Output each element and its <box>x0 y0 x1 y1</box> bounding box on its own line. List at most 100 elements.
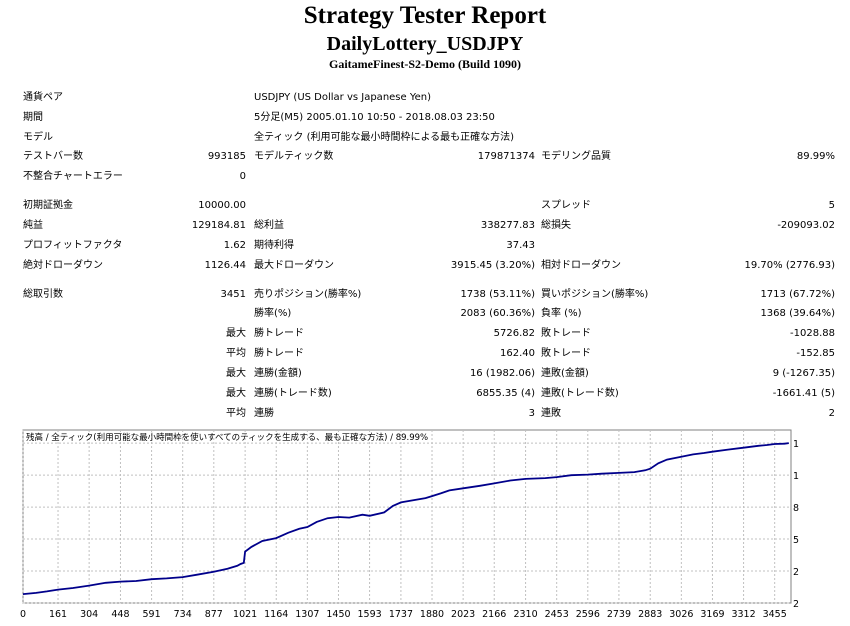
y-tick-label: 137887 <box>793 439 799 450</box>
relative-drawdown-value: 19.70% (2776.93) <box>744 260 835 271</box>
absolute-drawdown-value: 1126.44 <box>204 260 246 271</box>
deposit-value: 10000.00 <box>198 200 246 211</box>
max-drawdown-label: 最大ドローダウン <box>254 260 334 271</box>
x-tick-label: 3169 <box>700 609 724 620</box>
gross-profit-value: 338277.83 <box>480 220 535 231</box>
x-tick-label: 0 <box>20 609 26 620</box>
model-value: 全ティック (利用可能な最小時間枠による最も正確な方法) <box>254 132 515 143</box>
avg-prefix: 平均 <box>226 348 246 359</box>
model-label: モデル <box>23 132 53 143</box>
short-positions-label: 売りポジション(勝率%) <box>254 289 362 300</box>
y-tick-label: 83720 <box>793 503 799 514</box>
absolute-drawdown-label: 絶対ドローダウン <box>23 260 103 271</box>
avg-consecutive-losses-value: 2 <box>828 408 835 419</box>
consecutive-wins-amount-label: 連勝(金額) <box>254 368 302 379</box>
symbol-label: 通貨ペア <box>23 92 63 103</box>
consecutive-losses-amount-label: 連敗(金額) <box>541 368 589 379</box>
x-tick-label: 2739 <box>607 609 631 620</box>
x-tick-label: 1450 <box>326 609 350 620</box>
chart-title: 残高 / 全ティック(利用可能な最小時間枠を使いすべてのティックを生成する、最も… <box>26 432 428 443</box>
y-tick-label: 110804 <box>793 471 799 482</box>
long-positions-label: 買いポジション(勝率%) <box>541 289 649 300</box>
x-tick-label: 2023 <box>451 609 475 620</box>
profit-factor-value: 1.62 <box>223 240 246 251</box>
max-prefix: 最大 <box>226 388 246 399</box>
y-tick-label: 29554 <box>793 567 799 578</box>
max-prefix: 最大 <box>226 368 246 379</box>
loss-rate-label: 負率 (%) <box>541 308 582 319</box>
x-tick-label: 1593 <box>357 609 381 620</box>
net-profit-value: 129184.81 <box>191 220 246 231</box>
y-tick-label: 2471 <box>793 599 799 610</box>
consecutive-loss-count-label: 連敗(トレード数) <box>541 388 619 399</box>
x-tick-label: 1164 <box>264 609 288 620</box>
gross-loss-value: -209093.02 <box>777 220 835 231</box>
avg-consecutive-losses-label: 連敗 <box>541 408 561 419</box>
expected-payoff-label: 期待利得 <box>254 240 294 251</box>
max-drawdown-value: 3915.45 (3.20%) <box>450 260 535 271</box>
win-rate-value: 2083 (60.36%) <box>460 308 535 319</box>
largest-loss-label: 敗トレード <box>541 328 591 339</box>
loss-rate-value: 1368 (39.64%) <box>760 308 835 319</box>
x-tick-label: 448 <box>111 609 129 620</box>
mismatch-label: 不整合チャートエラー <box>23 171 123 182</box>
x-tick-label: 3455 <box>763 609 787 620</box>
consecutive-wins-amount-value: 16 (1982.06) <box>469 368 535 379</box>
x-tick-label: 2596 <box>576 609 600 620</box>
bars-label: テストバー数 <box>23 151 83 162</box>
quality-value: 89.99% <box>796 151 835 162</box>
balance-chart: 2471 29554 56637 83720 110804 137887 0 161 304 44… <box>20 429 799 620</box>
x-tick-label: 2166 <box>482 609 506 620</box>
win-rate-label: 勝率(%) <box>254 308 292 319</box>
ticks-value: 179871374 <box>477 151 535 162</box>
x-tick-label: 304 <box>80 609 98 620</box>
x-tick-label: 161 <box>49 609 67 620</box>
profit-factor-label: プロフィットファクタ <box>23 240 123 251</box>
avg-consecutive-wins-label: 連勝 <box>254 408 274 419</box>
avg-consecutive-wins-value: 3 <box>528 408 535 419</box>
y-tick-label: 56637 <box>793 535 799 546</box>
x-tick-label: 3026 <box>669 609 693 620</box>
average-loss-label: 敗トレード <box>541 348 591 359</box>
x-tick-label: 591 <box>143 609 161 620</box>
total-trades-value: 3451 <box>220 289 246 300</box>
x-tick-label: 2310 <box>513 609 537 620</box>
spread-value: 5 <box>828 200 835 211</box>
balance-line <box>22 442 789 595</box>
net-profit-label: 純益 <box>23 220 43 231</box>
x-tick-label: 2883 <box>638 609 662 620</box>
mismatch-value: 0 <box>239 171 246 182</box>
avg-prefix: 平均 <box>226 408 246 419</box>
max-prefix: 最大 <box>226 328 246 339</box>
largest-win-label: 勝トレード <box>254 328 304 339</box>
largest-loss-value: -1028.88 <box>790 328 835 339</box>
gross-loss-label: 総損失 <box>541 220 571 231</box>
average-win-value: 162.40 <box>500 348 535 359</box>
total-trades-label: 総取引数 <box>23 289 63 300</box>
server-build: GaitameFinest-S2-Demo (Build 1090) <box>329 57 521 71</box>
x-tick-label: 877 <box>205 609 223 620</box>
expert-name: DailyLottery_USDJPY <box>326 33 524 55</box>
consecutive-profit-value: 6855.35 (4) <box>476 388 535 399</box>
deposit-label: 初期証拠金 <box>23 200 73 211</box>
plot-area <box>22 429 792 604</box>
ticks-label: モデルティック数 <box>254 151 334 162</box>
largest-win-value: 5726.82 <box>493 328 535 339</box>
consecutive-loss-count-value: -1661.41 (5) <box>772 388 835 399</box>
expected-payoff-value: 37.43 <box>506 240 535 251</box>
period-label: 期間 <box>23 112 43 123</box>
symbol-value: USDJPY (US Dollar vs Japanese Yen) <box>254 92 432 103</box>
consecutive-losses-amount-value: 9 (-1267.35) <box>772 368 835 379</box>
bars-value: 993185 <box>207 151 246 162</box>
average-win-label: 勝トレード <box>254 348 304 359</box>
report-title: Strategy Tester Report <box>303 2 547 29</box>
relative-drawdown-label: 相対ドローダウン <box>541 260 621 271</box>
x-tick-label: 1307 <box>295 609 319 620</box>
spread-label: スプレッド <box>541 200 591 211</box>
period-value: 5分足(M5) 2005.01.10 10:50 - 2018.08.03 23… <box>254 112 495 123</box>
short-positions-value: 1738 (53.11%) <box>460 289 535 300</box>
long-positions-value: 1713 (67.72%) <box>760 289 835 300</box>
x-tick-label: 1880 <box>420 609 444 620</box>
gross-profit-label: 総利益 <box>254 220 284 231</box>
x-tick-label: 1021 <box>233 609 257 620</box>
